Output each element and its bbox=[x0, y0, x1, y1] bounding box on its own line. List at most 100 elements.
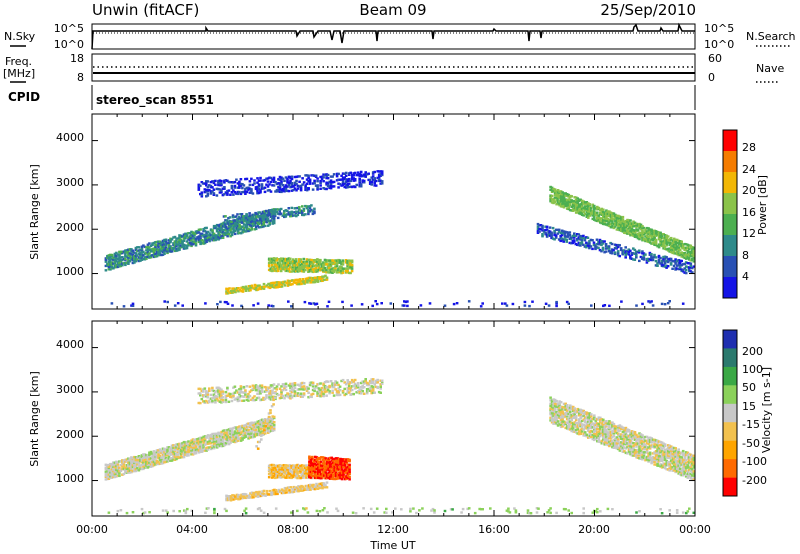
velocity-echo-cell bbox=[276, 464, 280, 468]
power-echo-cell bbox=[145, 249, 148, 252]
power-echo-cell bbox=[335, 179, 339, 182]
velocity-echo-cell bbox=[136, 466, 139, 470]
velocity-echo-cell bbox=[176, 453, 180, 456]
power-echo-cell bbox=[179, 244, 183, 247]
velocity-echo-cell bbox=[552, 404, 555, 408]
power-echo-cell bbox=[647, 237, 650, 240]
power-echo-cell bbox=[600, 209, 604, 213]
velocity-echo-cell bbox=[271, 492, 275, 496]
velocity-echo-cell bbox=[133, 466, 136, 469]
velocity-echo-cell bbox=[220, 436, 223, 440]
power-echo-cell bbox=[666, 249, 670, 252]
velocity-echo-cell bbox=[333, 465, 336, 468]
velocity-echo-cell bbox=[250, 496, 254, 499]
velocity-echo-cell bbox=[215, 397, 219, 400]
power-echo-cell bbox=[683, 271, 686, 274]
power-echo-cell bbox=[233, 229, 237, 233]
velocity-echo-cell bbox=[333, 472, 336, 476]
power-echo-cell bbox=[630, 222, 634, 225]
colorbar-segment bbox=[723, 172, 737, 194]
velocity-echo-cell bbox=[271, 423, 274, 426]
velocity-echo-cell bbox=[115, 460, 118, 463]
power-echo-cell bbox=[663, 241, 667, 245]
velocity-echo-cell bbox=[256, 385, 259, 388]
power-echo-cell bbox=[110, 263, 114, 266]
velocity-echo-cell bbox=[197, 449, 201, 452]
velocity-echo-cell bbox=[335, 383, 339, 386]
velocity-echo-cell bbox=[320, 390, 324, 393]
velocity-echo-cell bbox=[306, 476, 310, 479]
power-echo-cell bbox=[262, 285, 266, 289]
power-echo-cell bbox=[218, 227, 222, 230]
power-echo-cell bbox=[559, 190, 563, 193]
power-echo-cell bbox=[163, 252, 166, 255]
velocity-echo-cell bbox=[309, 476, 313, 479]
power-echo-cell bbox=[212, 192, 216, 195]
power-echo-cell bbox=[178, 242, 181, 245]
power-echo-cell bbox=[375, 302, 379, 306]
power-echo-cell bbox=[308, 258, 312, 261]
power-echo-cell bbox=[642, 226, 646, 230]
power-echo-cell bbox=[118, 253, 121, 256]
velocity-echo-cell bbox=[203, 447, 207, 450]
power-echo-cell bbox=[332, 270, 336, 274]
colorbar-segment bbox=[723, 214, 737, 236]
velocity-echo-cell bbox=[184, 451, 187, 454]
power-echo-cell bbox=[665, 256, 668, 259]
power-echo-cell bbox=[293, 265, 297, 269]
power-echo-cell bbox=[238, 180, 241, 183]
power-echo-cell bbox=[620, 221, 623, 225]
velocity-echo-cell bbox=[209, 435, 213, 438]
power-echo-cell bbox=[635, 228, 638, 231]
velocity-echo-cell bbox=[259, 431, 262, 434]
power-echo-cell bbox=[376, 170, 379, 173]
power-echo-cell bbox=[674, 258, 677, 261]
velocity-echo-cell bbox=[314, 468, 317, 471]
velocity-echo-cell bbox=[224, 441, 228, 445]
power-echo-cell bbox=[322, 275, 326, 278]
power-echo-cell bbox=[648, 301, 652, 304]
power-echo-cell bbox=[648, 231, 652, 234]
velocity-echo-cell bbox=[289, 397, 292, 400]
power-echo-cell bbox=[205, 234, 208, 238]
velocity-echo-cell bbox=[371, 389, 375, 392]
power-echo-cell bbox=[109, 258, 112, 261]
power-echo-cell bbox=[561, 199, 564, 202]
power-echo-cell bbox=[278, 175, 282, 179]
power-echo-cell bbox=[639, 255, 643, 259]
velocity-echo-cell bbox=[197, 437, 201, 440]
power-echo-cell bbox=[230, 187, 234, 190]
velocity-echo-cell bbox=[289, 394, 292, 397]
power-echo-cell bbox=[593, 208, 596, 211]
power-echo-cell bbox=[334, 265, 337, 268]
velocity-echo-cell bbox=[194, 442, 198, 445]
velocity-echo-cell bbox=[134, 468, 138, 471]
power-echo-cell bbox=[604, 247, 608, 250]
velocity-echo-cell bbox=[194, 448, 198, 451]
velocity-echo-cell bbox=[265, 394, 268, 397]
power-echo-cell bbox=[303, 300, 307, 304]
power-echo-cell bbox=[691, 246, 694, 249]
power-echo-cell bbox=[116, 257, 120, 261]
power-echo-cell bbox=[235, 222, 238, 226]
power-echo-cell bbox=[130, 304, 133, 307]
power-echo-cell bbox=[651, 232, 655, 236]
velocity-echo-cell bbox=[247, 494, 251, 497]
power-echo-cell bbox=[580, 235, 584, 238]
velocity-echo-cell bbox=[313, 387, 316, 391]
power-echo-cell bbox=[583, 239, 587, 242]
power-echo-cell bbox=[641, 252, 644, 255]
velocity-echo-cell bbox=[336, 472, 339, 476]
velocity-echo-cell bbox=[157, 456, 160, 460]
power-echo-cell bbox=[608, 304, 611, 307]
power-echo-cell bbox=[624, 226, 628, 229]
power-echo-cell bbox=[570, 236, 573, 239]
power-echo-cell bbox=[157, 248, 160, 252]
power-echo-cell bbox=[272, 180, 276, 183]
power-echo-cell bbox=[302, 268, 306, 271]
velocity-echo-cell bbox=[327, 457, 330, 460]
velocity-echo-cell bbox=[315, 458, 319, 462]
velocity-echo-cell bbox=[228, 495, 231, 498]
velocity-echo-cell bbox=[288, 489, 291, 492]
power-echo-cell bbox=[253, 223, 256, 227]
